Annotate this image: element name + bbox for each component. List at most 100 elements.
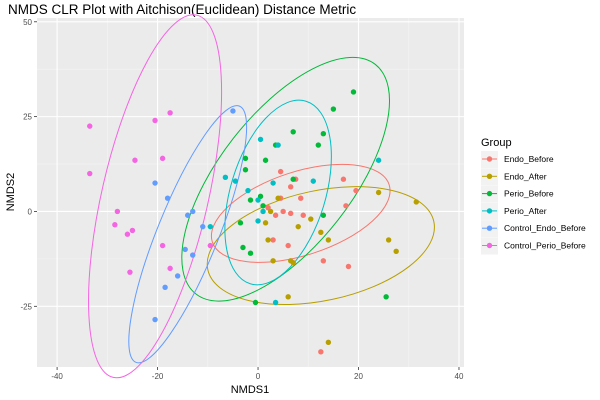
point-endo-before	[298, 195, 304, 201]
point-perio-before	[383, 294, 389, 300]
point-endo-after	[393, 248, 399, 254]
point-perio-after	[245, 187, 251, 194]
point-control-perio-before	[159, 155, 166, 162]
point-endo-before	[272, 212, 279, 218]
point-endo-after	[308, 216, 314, 222]
point-endo-before	[353, 187, 359, 194]
legend-label-perio-after: Perio_After	[504, 206, 547, 216]
point-endo-before	[343, 203, 349, 209]
point-control-perio-before	[167, 265, 173, 272]
point-endo-before	[318, 349, 324, 355]
y-tick-label: 0	[28, 207, 33, 216]
ellipse-control-perio-before	[88, 14, 223, 379]
point-endo-after	[265, 237, 271, 243]
point-control-perio-before	[159, 242, 166, 249]
x-axis-title: NMDS1	[231, 384, 270, 396]
point-control-perio-before	[127, 269, 133, 275]
point-endo-after	[295, 223, 301, 230]
legend-label-perio-before: Perio_Before	[504, 189, 554, 199]
point-perio-after	[222, 174, 229, 181]
legend-swatch-control-perio-before	[486, 242, 493, 249]
point-perio-before	[330, 106, 337, 112]
point-perio-before	[240, 244, 246, 251]
ellipse-perio-after	[224, 99, 332, 286]
point-control-endo-before	[185, 212, 191, 218]
point-endo-after	[318, 229, 324, 236]
point-control-endo-before	[152, 180, 158, 186]
legend-swatch-perio-after	[486, 208, 493, 214]
ellipse-endo-after	[206, 186, 435, 306]
point-perio-after	[310, 178, 316, 184]
point-control-endo-before	[152, 316, 158, 323]
legend-label-endo-after: Endo_After	[504, 171, 547, 181]
point-endo-after	[413, 199, 419, 205]
point-endo-before	[340, 176, 347, 182]
point-endo-before	[287, 210, 294, 217]
point-endo-before	[345, 263, 352, 270]
point-endo-after	[270, 258, 276, 264]
legend-swatch-endo-after	[486, 173, 493, 179]
point-endo-before	[300, 212, 306, 218]
point-perio-after	[257, 136, 264, 143]
legend-swatch-control-endo-before	[486, 225, 493, 231]
point-perio-after	[275, 142, 281, 148]
point-control-endo-before	[164, 195, 171, 201]
point-control-perio-before	[132, 157, 138, 163]
ellipse-layer	[88, 14, 435, 379]
x-tick-label: 0	[256, 372, 261, 381]
point-perio-before	[247, 197, 254, 203]
point-control-endo-before	[174, 273, 181, 279]
point-control-perio-before	[167, 110, 173, 116]
point-endo-before	[285, 242, 291, 249]
tick-layer: -40 -20 0 20 40 -25 0 25 50	[20, 18, 464, 381]
point-control-endo-before	[182, 246, 188, 253]
point-perio-before	[252, 299, 259, 306]
y-tick-label: 25	[23, 113, 32, 122]
legend-label-control-perio-before: Control_Perio_Before	[504, 241, 586, 251]
y-axis-title: NMDS2	[5, 173, 17, 212]
point-perio-before	[257, 193, 264, 199]
point-endo-before	[320, 258, 327, 264]
legend-swatch-perio-before	[486, 190, 493, 197]
point-endo-after	[290, 259, 296, 266]
point-control-endo-before	[190, 252, 196, 258]
point-perio-after	[255, 197, 261, 203]
point-control-endo-before	[162, 284, 168, 291]
point-perio-after	[270, 180, 276, 186]
legend: Group Endo_Before Endo_After Perio_Before P…	[481, 137, 586, 255]
x-tick-label: -40	[51, 372, 63, 381]
point-endo-after	[325, 237, 332, 243]
legend-label-control-endo-before: Control_Endo_Before	[504, 223, 586, 233]
point-perio-before	[315, 142, 322, 148]
y-tick-label: 50	[23, 18, 32, 27]
ellipse-endo-before	[210, 163, 391, 263]
point-endo-after	[262, 220, 269, 226]
point-perio-before	[242, 167, 249, 173]
point-control-endo-before	[230, 108, 236, 114]
point-perio-after	[260, 208, 266, 215]
legend-swatch-endo-before	[486, 156, 493, 162]
point-control-perio-before	[87, 123, 93, 129]
point-control-perio-before	[129, 227, 136, 234]
point-control-perio-before	[152, 117, 158, 124]
ellipse-perio-before	[181, 56, 390, 302]
point-perio-after	[272, 299, 279, 306]
point-control-perio-before	[87, 170, 93, 177]
point-perio-before	[350, 89, 357, 95]
points-layer	[87, 89, 419, 355]
point-perio-before	[260, 203, 266, 209]
point-endo-after	[375, 189, 382, 196]
point-endo-after	[385, 237, 392, 243]
point-endo-before	[270, 237, 276, 243]
point-endo-before	[277, 168, 284, 175]
point-endo-after	[275, 195, 281, 201]
ellipse-control-endo-before	[128, 105, 248, 364]
chart-title: NMDS CLR Plot with Aitchison(Euclidean) …	[8, 2, 357, 17]
point-control-perio-before	[114, 208, 121, 215]
x-tick-label: -20	[152, 372, 164, 381]
point-perio-after	[207, 223, 214, 230]
point-control-perio-before	[207, 242, 214, 249]
point-perio-before	[320, 131, 327, 137]
point-perio-after	[375, 157, 382, 163]
point-perio-before	[290, 129, 296, 135]
